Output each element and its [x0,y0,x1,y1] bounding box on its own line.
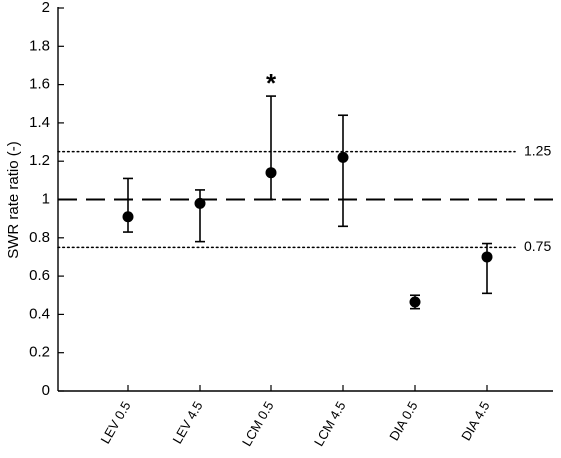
y-tick-label: 1.6 [29,76,50,93]
y-axis-title: SWR rate ratio (-) [5,141,22,259]
y-tick-label: 0 [42,382,50,399]
x-tick-label: LEV 4.5 [169,399,205,447]
reference-line-label: 1.25 [524,142,551,158]
data-point [265,167,277,179]
y-tick-label: 1 [42,190,50,207]
data-point [481,251,493,263]
y-tick-label: 0.8 [29,229,50,246]
y-tick-label: 1.2 [29,152,50,169]
y-tick-label: 2 [42,0,50,16]
reference-line-label: 0.75 [524,238,551,254]
error-bars [123,95,492,310]
x-tick-label: DIA 0.5 [386,399,420,443]
y-axis: 0 0.2 0.4 0.6 0.8 1 1.2 1.4 1.6 1.8 2 [29,0,64,399]
x-tick-label: LEV 0.5 [97,399,133,447]
data-point [194,197,206,209]
data-points: * [122,68,493,308]
significance-marker: * [266,68,277,98]
y-tick-label: 0.4 [29,305,50,322]
y-tick-label: 0.2 [29,344,50,361]
data-point [337,151,349,163]
x-tick-label: DIA 4.5 [458,399,492,443]
x-axis: LEV 0.5 LEV 4.5 LCM 0.5 LCM 4.5 DIA 0.5 DIA 4… [58,385,553,449]
x-tick-label: LCM 4.5 [311,399,349,449]
reference-lines: 1.25 0.75 [57,142,553,254]
error-bar [482,242,492,295]
error-bar [338,114,348,228]
y-tick-label: 1.8 [29,37,50,54]
data-point [409,296,421,308]
error-bar [123,177,133,233]
y-tick-label: 1.4 [29,114,50,131]
x-tick-label: LCM 0.5 [239,399,277,449]
error-bar [266,95,276,201]
y-tick-label: 0.6 [29,267,50,284]
data-point [122,211,134,223]
error-bar [195,189,205,243]
